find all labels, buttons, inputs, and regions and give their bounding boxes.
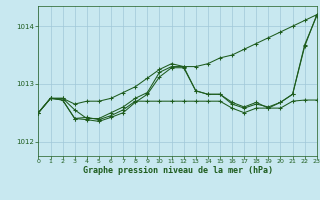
X-axis label: Graphe pression niveau de la mer (hPa): Graphe pression niveau de la mer (hPa) xyxy=(83,166,273,175)
